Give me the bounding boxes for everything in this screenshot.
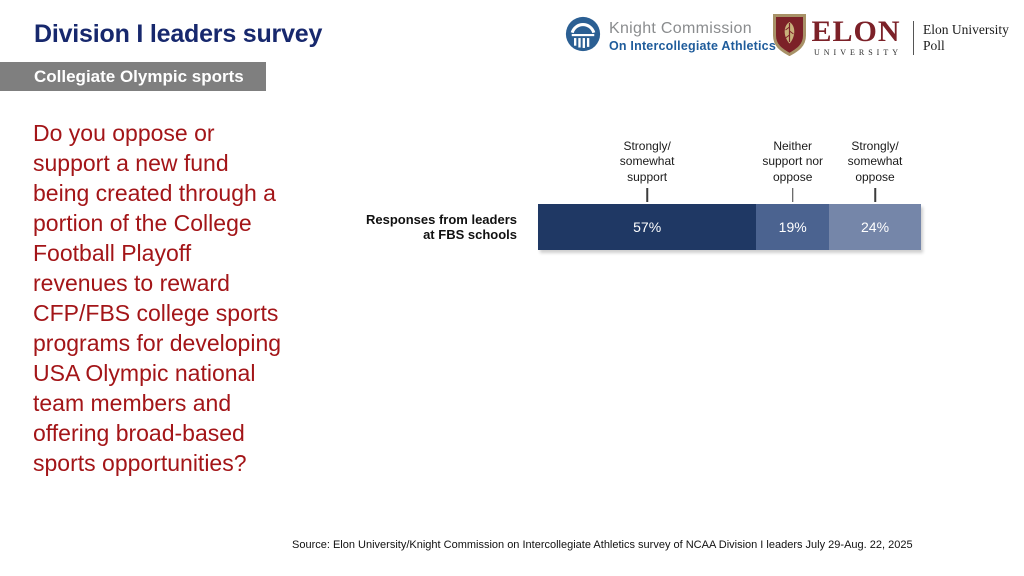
page-title: Division I leaders survey [34, 20, 323, 48]
knight-commission-name: Knight Commission [609, 20, 752, 37]
category-tick [791, 188, 794, 202]
source-attribution: Source: Elon University/Knight Commissio… [292, 539, 913, 551]
survey-question-text: Do you oppose or support a new fund bein… [33, 120, 282, 476]
category-label: Strongly/ somewhat oppose [847, 138, 903, 184]
category-tick [646, 188, 648, 202]
category-label: Neither support nor oppose [762, 138, 824, 184]
logo-divider [913, 20, 914, 55]
knight-commission-logo: Knight Commission On Intercollegiate Ath… [565, 16, 776, 57]
elon-university-logo: ELON UNIVERSITY Elon University Poll [773, 14, 1009, 61]
elon-university-label: UNIVERSITY [814, 48, 902, 57]
elon-poll-label: Elon University Poll [923, 21, 1009, 53]
bar-row-label: Responses from leaders at FBS schools [365, 212, 517, 242]
category-labels: Strongly/ somewhat support Neither suppor… [538, 128, 921, 204]
bar-segment: 57% [538, 204, 757, 250]
bar-segment: 19% [756, 204, 830, 250]
knight-commission-tagline: On Intercollegiate Athletics [609, 39, 776, 53]
category-label: Strongly/ somewhat support [619, 138, 675, 184]
category-tick [874, 188, 876, 202]
stacked-bar: 57% 19% 24% [538, 204, 921, 250]
knight-commission-dome-icon [565, 16, 601, 57]
elon-wordmark: ELON [811, 15, 901, 48]
subtitle-badge: Collegiate Olympic sports [0, 62, 266, 91]
bar-segment: 24% [829, 204, 921, 250]
elon-shield-icon [773, 14, 806, 61]
